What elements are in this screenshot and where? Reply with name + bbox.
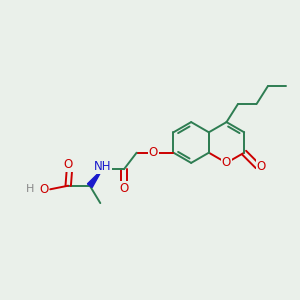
Text: O: O [119,182,129,195]
Text: O: O [39,183,48,196]
Polygon shape [87,169,102,188]
Text: O: O [64,158,73,171]
Text: O: O [222,156,231,170]
Text: NH: NH [94,160,111,173]
Text: O: O [148,146,158,159]
Text: O: O [256,160,266,173]
Text: H: H [26,184,34,194]
